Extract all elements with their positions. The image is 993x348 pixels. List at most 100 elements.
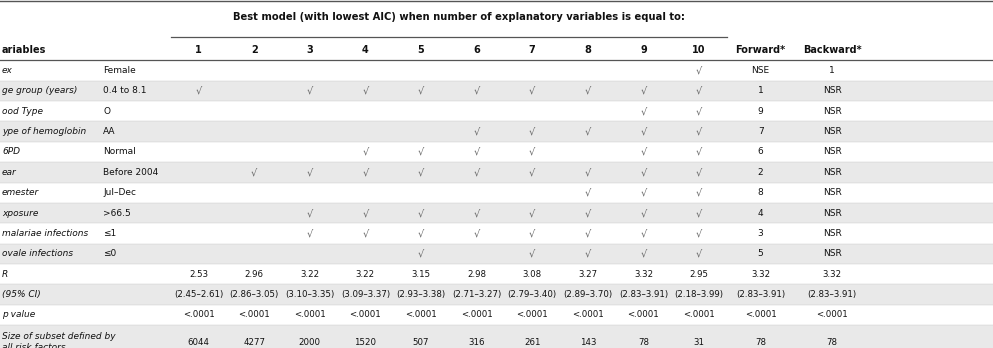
Text: NSR: NSR [823,229,841,238]
Text: √: √ [418,249,424,259]
Text: √: √ [640,167,646,177]
Text: 3.32: 3.32 [751,270,771,279]
Text: (2.18–3.99): (2.18–3.99) [674,290,724,299]
Text: Best model (with lowest AIC) when number of explanatory variables is equal to:: Best model (with lowest AIC) when number… [232,12,685,22]
Text: Jul–Dec: Jul–Dec [103,188,136,197]
Text: √: √ [696,86,702,96]
Text: Female: Female [103,66,136,75]
Text: (2.86–3.05): (2.86–3.05) [229,290,279,299]
Text: √: √ [696,167,702,177]
Text: √: √ [474,167,480,177]
Text: √: √ [696,249,702,259]
Text: NSR: NSR [823,148,841,157]
Text: 3: 3 [307,45,313,55]
Text: 2.95: 2.95 [689,270,709,279]
Text: 316: 316 [469,338,485,347]
Text: 6PD: 6PD [2,148,20,157]
Text: malariae infections: malariae infections [2,229,88,238]
Bar [0,101,993,121]
Text: >66.5: >66.5 [103,208,131,218]
Text: <.0001: <.0001 [405,310,437,319]
Bar [0,162,993,182]
Bar [0,284,993,305]
Text: R: R [2,270,8,279]
Text: ≤1: ≤1 [103,229,116,238]
Text: 1: 1 [196,45,202,55]
Text: √: √ [640,127,646,137]
Text: √: √ [529,228,535,238]
Text: ge group (years): ge group (years) [2,86,77,95]
Text: <.0001: <.0001 [628,310,659,319]
Bar [0,182,993,203]
Text: (95% CI): (95% CI) [2,290,41,299]
Text: √: √ [696,228,702,238]
Text: <.0001: <.0001 [683,310,715,319]
Text: <.0001: <.0001 [183,310,214,319]
Text: <.0001: <.0001 [350,310,381,319]
Text: (2.79–3.40): (2.79–3.40) [507,290,557,299]
Text: √: √ [529,147,535,157]
Text: Forward*: Forward* [736,45,785,55]
Text: (2.45–2.61): (2.45–2.61) [174,290,223,299]
Text: 3.08: 3.08 [522,270,542,279]
Text: 8: 8 [758,188,764,197]
Bar [0,264,993,284]
Text: √: √ [529,249,535,259]
Text: √: √ [362,208,368,218]
Text: √: √ [474,147,480,157]
Text: 3.32: 3.32 [822,270,842,279]
Bar [0,223,993,244]
Text: √: √ [585,249,591,259]
Text: √: √ [474,208,480,218]
Text: √: √ [585,228,591,238]
Text: √: √ [196,86,202,96]
Text: 1520: 1520 [355,338,376,347]
Text: 5: 5 [418,45,424,55]
Text: 4: 4 [758,208,764,218]
Text: (3.10–3.35): (3.10–3.35) [285,290,335,299]
Text: 78: 78 [638,338,649,347]
Text: √: √ [640,188,646,198]
Text: 3.15: 3.15 [411,270,431,279]
Bar [0,40,993,61]
Text: ex: ex [2,66,13,75]
Text: √: √ [640,228,646,238]
Text: AA: AA [103,127,116,136]
Text: (3.09–3.37): (3.09–3.37) [341,290,390,299]
Text: √: √ [307,167,313,177]
Text: 6044: 6044 [188,338,210,347]
Text: √: √ [362,228,368,238]
Text: 31: 31 [693,338,705,347]
Text: <.0001: <.0001 [516,310,548,319]
Text: 2000: 2000 [299,338,321,347]
Bar [0,142,993,162]
Text: √: √ [585,208,591,218]
Text: √: √ [585,127,591,137]
Text: √: √ [640,86,646,96]
Text: √: √ [696,188,702,198]
Text: √: √ [418,208,424,218]
Text: 3.22: 3.22 [355,270,375,279]
Text: ood Type: ood Type [2,107,43,116]
Text: (2.93–3.38): (2.93–3.38) [396,290,446,299]
Text: NSR: NSR [823,188,841,197]
Text: √: √ [307,228,313,238]
Text: 3.32: 3.32 [634,270,653,279]
Text: NSR: NSR [823,127,841,136]
Text: √: √ [418,228,424,238]
Text: emester: emester [2,188,40,197]
Bar [0,81,993,101]
Bar [0,305,993,325]
Text: √: √ [640,208,646,218]
Text: Normal: Normal [103,148,136,157]
Text: √: √ [362,167,368,177]
Text: √: √ [529,208,535,218]
Text: 3.27: 3.27 [578,270,598,279]
Text: ovale infections: ovale infections [2,249,73,258]
Text: √: √ [696,147,702,157]
Text: Size of subset defined by
all risk factors: Size of subset defined by all risk facto… [2,332,115,348]
Text: √: √ [362,147,368,157]
Text: 143: 143 [580,338,596,347]
Text: ear: ear [2,168,17,177]
Text: √: √ [418,167,424,177]
